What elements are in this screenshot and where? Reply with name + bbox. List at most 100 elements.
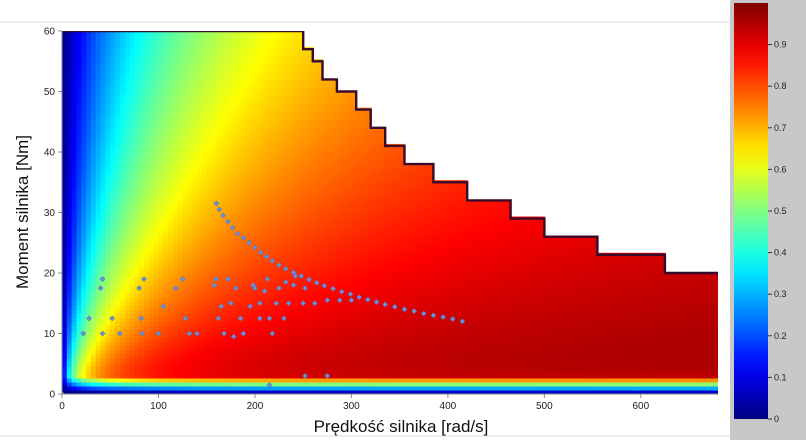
scatter-point: [285, 300, 292, 307]
y-axis-title: Moment silnika [Nm]: [13, 135, 32, 289]
x-tick-label: 0: [59, 401, 65, 412]
scatter-point: [330, 285, 337, 292]
scatter-point: [336, 297, 343, 304]
scatter-point: [172, 285, 179, 292]
scatter-point: [263, 253, 270, 260]
scatter-point: [256, 300, 263, 307]
scatter-point: [282, 279, 289, 286]
colorbar-tick-label: 0.6: [774, 164, 787, 174]
scatter-point: [338, 288, 345, 295]
colorbar-tick-label: 0: [774, 414, 779, 424]
x-tick-label: 300: [343, 401, 360, 412]
scatter-point: [292, 273, 299, 279]
scatter-point: [224, 276, 231, 283]
scatter-point: [347, 291, 354, 298]
y-tick-label: 60: [44, 27, 56, 38]
scatter-point: [324, 372, 331, 379]
scatter-point: [382, 301, 389, 308]
colorbar-tick-label: 0.3: [774, 289, 787, 299]
plot-area: [62, 31, 718, 394]
scatter-point: [232, 285, 239, 292]
scatter-series: [62, 200, 466, 394]
scatter-point: [276, 285, 283, 292]
scatter-point: [276, 262, 283, 269]
scatter-point: [266, 381, 273, 388]
scatter-point: [257, 249, 264, 256]
scatter-point: [109, 315, 116, 322]
scatter-point: [194, 330, 201, 337]
colorbar-tick-label: 0.4: [774, 248, 787, 258]
scatter-point: [290, 269, 297, 276]
scatter-point: [266, 315, 273, 322]
scatter-point: [324, 297, 331, 304]
scatter-point: [311, 300, 318, 307]
scatter-point: [269, 330, 276, 337]
x-tick-label: 400: [440, 401, 457, 412]
scatter-point: [440, 314, 447, 321]
x-tick-label: 500: [536, 401, 553, 412]
scatter-point: [251, 285, 258, 292]
max-torque-envelope: [62, 31, 718, 276]
colorbar-tick-label: 0.9: [774, 40, 787, 50]
colorbar-tick-label: 0.2: [774, 331, 787, 341]
scatter-point: [215, 315, 222, 322]
scatter-point: [99, 276, 106, 283]
scatter-point: [62, 391, 65, 394]
colorbar-tick-label: 0.7: [774, 123, 787, 133]
scatter-point: [227, 300, 234, 307]
efficiency-heatmap: [62, 31, 718, 394]
scatter-point: [300, 300, 307, 307]
scatter-point: [290, 282, 297, 289]
scatter-point: [373, 299, 380, 305]
scatter-point: [218, 303, 225, 310]
scatter-point: [80, 330, 87, 337]
scatter-point: [155, 330, 162, 337]
scatter-point: [213, 276, 220, 283]
y-tick-label: 20: [44, 269, 56, 280]
y-tick-label: 40: [44, 148, 56, 159]
scatter-point: [256, 315, 263, 322]
scatter-point: [179, 276, 186, 283]
scatter-point: [86, 315, 92, 322]
scatter-point: [97, 285, 104, 292]
scatter-point: [221, 330, 228, 337]
scatter-point: [182, 315, 189, 322]
x-tick-label: 600: [632, 401, 649, 412]
scatter-point: [313, 279, 320, 286]
scatter-point: [211, 282, 218, 289]
scatter-point: [391, 303, 398, 310]
scatter-point: [302, 285, 309, 292]
x-axis-title: Prędkość silnika [rad/s]: [314, 417, 489, 436]
x-tick-label: 100: [150, 401, 167, 412]
scatter-point: [234, 230, 241, 237]
scatter-point: [411, 308, 418, 315]
scatter-point: [449, 316, 456, 322]
scatter-point: [261, 288, 268, 295]
scatter-point: [160, 303, 167, 310]
scatter-point: [240, 330, 247, 337]
scatter-point: [430, 312, 437, 319]
axes: 0 100 200 300 400 500 600 0 10 20 30 40 50 60: [44, 27, 718, 412]
scatter-point: [306, 276, 312, 283]
x-tick-label: 200: [247, 401, 264, 412]
scatter-point: [280, 315, 287, 322]
scatter-point: [401, 306, 408, 313]
scatter-point: [116, 330, 123, 337]
scatter-point: [364, 296, 371, 303]
scatter-point: [99, 330, 106, 337]
colorbar: [734, 3, 768, 419]
scatter-point: [264, 276, 271, 283]
scatter-point: [186, 330, 193, 337]
scatter-point: [282, 265, 289, 272]
scatter-point: [139, 330, 146, 337]
colorbar-tick-label: 0.5: [774, 206, 787, 216]
scatter-point: [240, 234, 247, 241]
scatter-point: [138, 315, 145, 322]
scatter-point: [230, 333, 237, 340]
scatter-point: [420, 310, 427, 317]
y-tick-label: 0: [49, 390, 55, 401]
scatter-point: [356, 294, 363, 301]
y-tick-label: 10: [44, 329, 56, 340]
scatter-point: [229, 224, 236, 231]
scatter-point: [237, 315, 244, 322]
